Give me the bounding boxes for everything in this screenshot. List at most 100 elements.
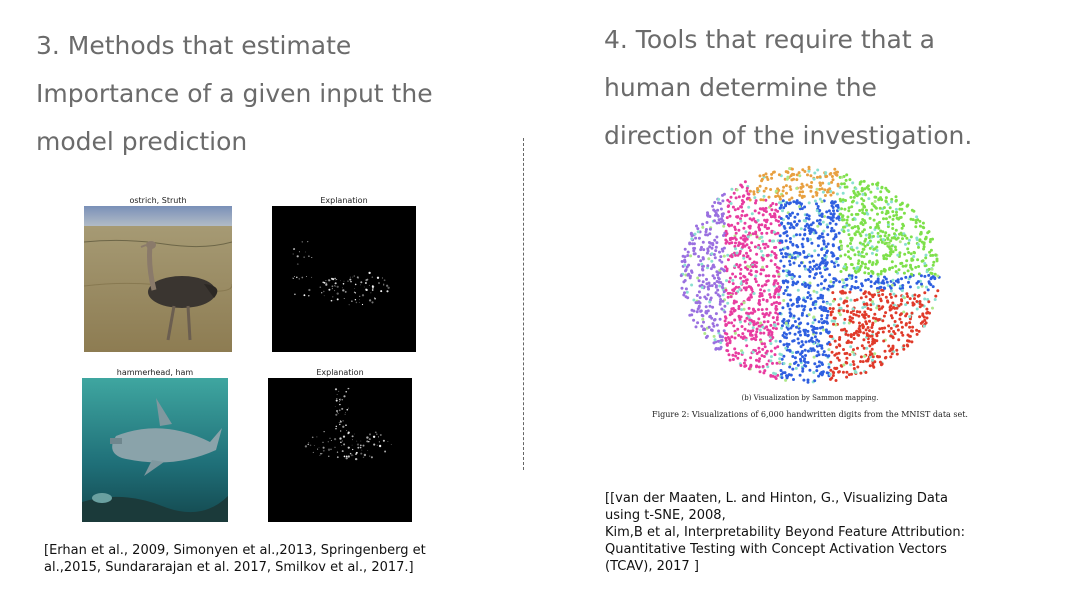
scatter-point (769, 359, 773, 363)
scatter-point (889, 326, 893, 330)
scatter-point (700, 286, 704, 289)
scatter-point (818, 175, 822, 179)
scatter-point (758, 328, 762, 332)
scatter-point (806, 322, 810, 326)
scatter-point (826, 313, 829, 317)
scatter-point (797, 317, 801, 321)
scatter-point (867, 197, 871, 201)
scatter-point (721, 214, 724, 218)
scatter-point (734, 291, 738, 295)
saliency-speck (346, 408, 349, 411)
saliency-speck (349, 276, 351, 278)
scatter-point (783, 226, 787, 230)
right-references: [[van der Maaten, L. and Hinton, G., Vis… (605, 491, 965, 574)
scatter-point (762, 194, 766, 198)
saliency-speck (371, 289, 374, 291)
scatter-point (861, 192, 865, 196)
scatter-point (726, 205, 730, 208)
scatter-point (842, 281, 846, 285)
scatter-point (718, 250, 721, 254)
scatter-point (877, 198, 881, 202)
saliency-speck (336, 456, 339, 459)
saliency-speck (352, 439, 353, 441)
scatter-point (815, 219, 819, 223)
scatter-point (710, 328, 714, 332)
saliency-speck (366, 440, 369, 443)
scatter-point (781, 306, 785, 310)
scatter-point (823, 215, 826, 218)
scatter-point (855, 246, 859, 250)
scatter-point (803, 329, 806, 333)
saliency-speck (323, 295, 325, 297)
scatter-point (710, 284, 714, 288)
scatter-point (764, 186, 768, 190)
scatter-point (759, 288, 763, 292)
scatter-point (724, 233, 728, 237)
scatter-point (822, 321, 826, 324)
scatter-point (727, 321, 731, 325)
scatter-point (778, 360, 782, 364)
scatter-point (797, 341, 801, 345)
scatter-point (780, 221, 784, 225)
saliency-speck (370, 456, 373, 459)
scatter-point (754, 270, 758, 273)
scatter-point (821, 220, 825, 224)
scatter-point (712, 324, 716, 328)
scatter-point (859, 360, 862, 363)
saliency-speck (353, 275, 356, 277)
scatter-point (899, 231, 903, 235)
scatter-point (717, 329, 721, 333)
scatter-point (798, 174, 802, 178)
scatter-point (790, 276, 794, 279)
scatter-point (706, 213, 709, 217)
scatter-point (870, 326, 874, 329)
scatter-point (920, 303, 924, 307)
scatter-point (808, 260, 812, 264)
scatter-point (920, 240, 924, 244)
scatter-point (873, 352, 877, 356)
scatter-point (864, 266, 867, 269)
scatter-point (912, 255, 916, 258)
scatter-point (832, 280, 836, 284)
scatter-point (908, 275, 912, 279)
scatter-point (728, 237, 732, 240)
scatter-point (826, 233, 830, 237)
scatter-point (821, 325, 824, 329)
scatter-point (831, 370, 835, 374)
scatter-point (779, 369, 783, 372)
scatter-point (827, 362, 831, 366)
scatter-point (865, 334, 869, 337)
scatter-point (869, 355, 873, 359)
scatter-point (916, 294, 920, 298)
scatter-point (801, 367, 805, 371)
scatter-point (884, 295, 888, 299)
scatter-point (743, 327, 747, 331)
scatter-point (915, 300, 919, 303)
saliency-speck (311, 276, 313, 278)
scatter-point (918, 224, 922, 228)
scatter-point (901, 333, 905, 337)
scatter-point (683, 263, 687, 267)
saliency-speck (341, 407, 344, 410)
scatter-point (788, 212, 792, 216)
scatter-point (704, 297, 708, 301)
scatter-point (802, 378, 806, 382)
scatter-point (811, 267, 815, 271)
scatter-point (852, 367, 856, 370)
scatter-point (844, 332, 848, 336)
scatter-point (780, 357, 784, 361)
saliency-speck (360, 284, 361, 286)
scatter-point (788, 349, 792, 353)
scatter-point (782, 185, 786, 189)
scatter-point (696, 307, 700, 311)
saliency-speck (354, 299, 357, 301)
scatter-point (750, 287, 753, 290)
scatter-point (731, 282, 735, 286)
scatter-point (868, 353, 872, 357)
scatter-point (739, 315, 743, 319)
scatter-point (720, 307, 724, 311)
scatter-point (767, 195, 771, 199)
left-heading: 3. Methods that estimate Importance of a… (36, 31, 433, 156)
scatter-point (858, 182, 862, 186)
scatter-point (862, 199, 866, 203)
